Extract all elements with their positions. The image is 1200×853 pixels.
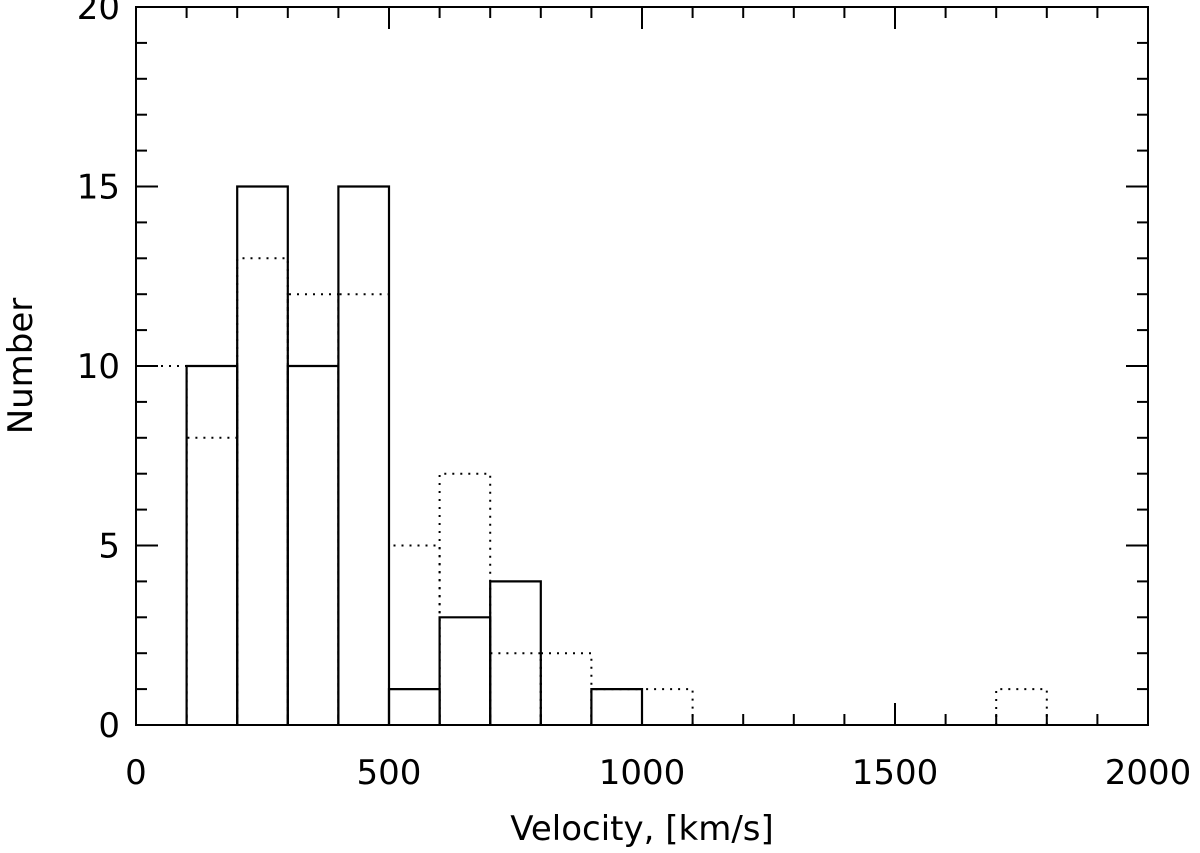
histogram-series-dotted — [135, 257, 1048, 725]
y-tick-label-4: 20 — [77, 0, 120, 28]
histogram-bar-solid-9 — [590, 688, 644, 725]
histogram-bar-solid-7 — [489, 580, 542, 725]
histogram-bar-dotted-10 — [641, 688, 694, 725]
x-tick-label-4: 2000 — [1105, 753, 1192, 793]
histogram-bar-dotted-2 — [236, 257, 289, 725]
y-tick-label-3: 15 — [77, 168, 120, 208]
plot-frame — [135, 6, 1149, 726]
x-tick-label-1: 500 — [357, 753, 422, 793]
tick-label-layer: 0 500 1000 1500 2000 0 5 10 15 20 — [77, 0, 1192, 793]
histogram-bar-dotted-7 — [489, 652, 542, 725]
histogram-bar-solid-2 — [236, 185, 289, 725]
histogram-bar-dotted-8 — [539, 652, 593, 725]
y-axis-title: Number — [1, 298, 41, 435]
y-tick-label-1: 5 — [98, 527, 120, 567]
histogram-bar-dotted-6 — [438, 472, 492, 725]
histogram-bar-solid-3 — [286, 364, 340, 725]
histogram-bar-dotted-5 — [388, 544, 441, 725]
histogram-bar-dotted-0 — [135, 365, 188, 725]
x-tick-label-2: 1000 — [599, 753, 686, 793]
series-layer — [135, 185, 1048, 725]
histogram-bar-solid-4 — [337, 185, 391, 725]
histogram-bar-dotted-4 — [337, 293, 390, 725]
histogram-bar-dotted-9 — [590, 688, 643, 725]
y-tick-label-2: 10 — [77, 347, 120, 387]
histogram-bar-solid-1 — [185, 364, 239, 725]
y-tick-label-0: 0 — [98, 706, 120, 746]
histogram-bar-dotted-3 — [286, 293, 340, 725]
histogram-bar-solid-6 — [438, 616, 492, 725]
x-tick-label-3: 1500 — [852, 753, 939, 793]
histogram-bar-dotted-1 — [185, 436, 239, 725]
histogram-bar-solid-5 — [387, 688, 441, 725]
x-tick-label-0: 0 — [125, 753, 147, 793]
histogram-bar-dotted-11 — [995, 688, 1048, 725]
histogram-series-solid — [185, 185, 644, 725]
x-axis-title: Velocity, [km/s] — [510, 809, 774, 849]
